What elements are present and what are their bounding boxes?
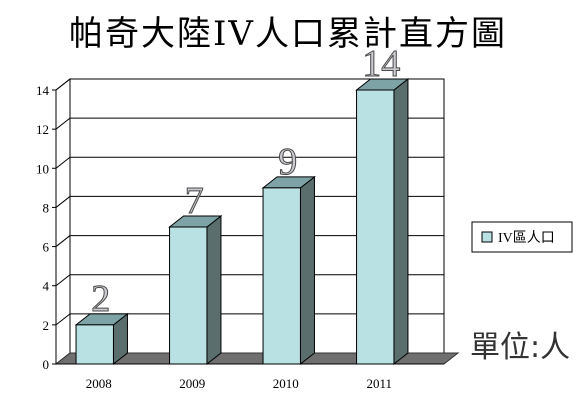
- bar: [169, 226, 208, 365]
- y-tick-label: 2: [43, 318, 50, 333]
- x-tick-label: 2009: [179, 376, 205, 391]
- chart-side-wall: [55, 77, 71, 366]
- bar-side: [299, 175, 315, 366]
- gridline-side: [55, 313, 71, 326]
- data-label: 2: [91, 278, 110, 320]
- gridline-side: [55, 196, 71, 208]
- y-tick-label: 8: [43, 200, 50, 215]
- y-tick-label: 6: [43, 240, 50, 255]
- bar: [75, 324, 114, 365]
- y-tick-label: 14: [36, 83, 50, 98]
- x-tick-label: 2010: [273, 376, 299, 391]
- x-tick-label: 2008: [86, 376, 112, 391]
- y-tick-label: 12: [36, 122, 49, 137]
- y-tick-label: 4: [43, 279, 50, 294]
- legend-label: IV區人口: [498, 230, 555, 246]
- bar-side: [393, 77, 409, 366]
- bar-side: [206, 214, 222, 366]
- x-tick-label: 2011: [366, 376, 392, 391]
- gridline-side: [55, 156, 71, 169]
- data-label: 9: [278, 141, 297, 183]
- y-tick-label: 10: [36, 161, 49, 176]
- bar: [262, 187, 301, 365]
- gridline-side: [55, 235, 71, 247]
- gridline-side: [55, 78, 71, 91]
- data-label: 7: [185, 180, 204, 222]
- chart-title: 帕奇大陸IV人口累計直方圖: [69, 14, 507, 54]
- y-tick-label: 0: [43, 357, 50, 372]
- gridline-side: [55, 117, 71, 130]
- unit-label: 單位:人: [470, 330, 571, 365]
- data-label: 14: [362, 43, 400, 85]
- bar: [356, 89, 395, 365]
- gridline-side: [55, 274, 71, 287]
- legend-swatch: [481, 231, 493, 243]
